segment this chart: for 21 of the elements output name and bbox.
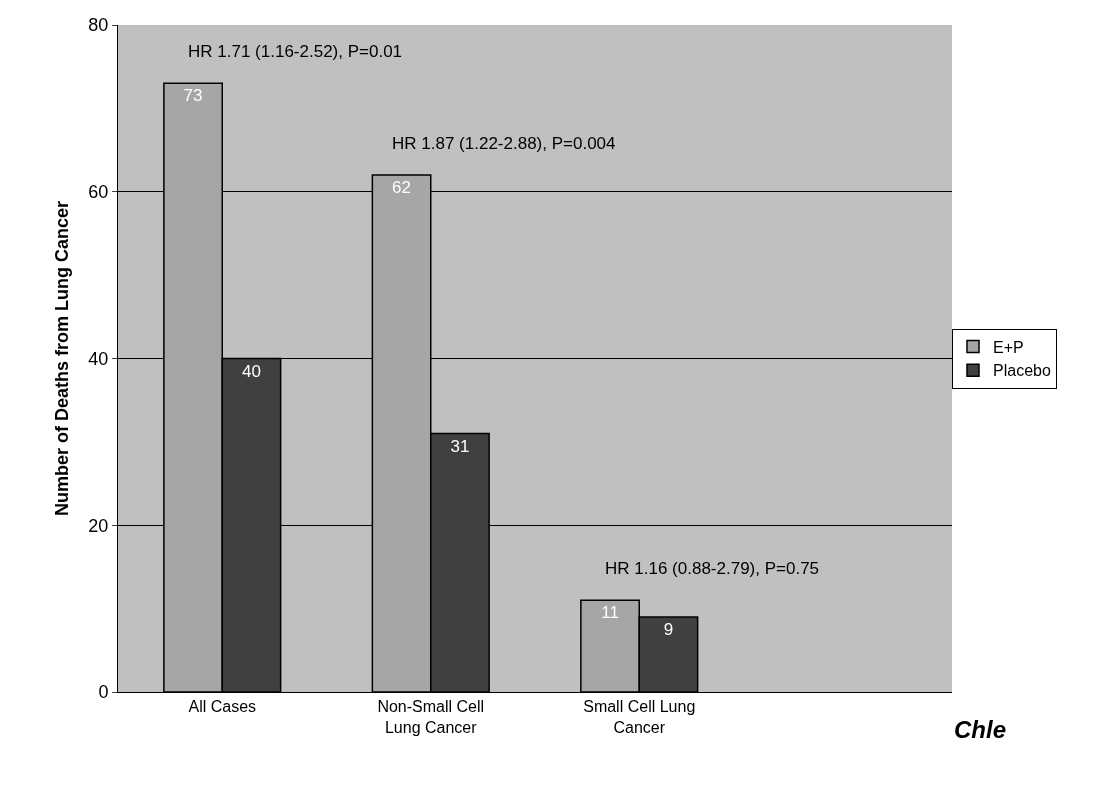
y-tick-label: 40 — [88, 348, 109, 369]
x-tick-label: Non-Small Cell Lung Cancer — [377, 698, 485, 736]
data-label: 11 — [601, 603, 619, 623]
text: Chle — [954, 716, 1007, 743]
y-tick-label: 60 — [88, 182, 109, 203]
x-tick-label: All Cases — [188, 698, 257, 716]
data-label: 31 — [450, 436, 470, 456]
legend-label: E+P — [993, 338, 1024, 356]
annotation: HR 1.87 (1.22-2.88), P=0.004 — [392, 134, 616, 153]
data-label: 62 — [392, 178, 412, 198]
x-tick-label: Small Cell Lung Cancer — [583, 698, 696, 736]
legend-label: Placebo — [993, 362, 1051, 380]
y-axis-title: Number of Deaths from Lung Cancer — [51, 200, 72, 517]
annotation: HR 1.71 (1.16-2.52), P=0.01 — [188, 42, 403, 61]
data-label: 73 — [183, 86, 203, 106]
data-label: 40 — [241, 361, 261, 381]
annotation: HR 1.16 (0.88-2.79), P=0.75 — [605, 559, 820, 578]
y-tick-label: 80 — [88, 15, 109, 36]
y-tick-label: 0 — [98, 682, 109, 703]
data-label: 9 — [663, 619, 674, 639]
y-tick-label: 20 — [88, 515, 109, 536]
